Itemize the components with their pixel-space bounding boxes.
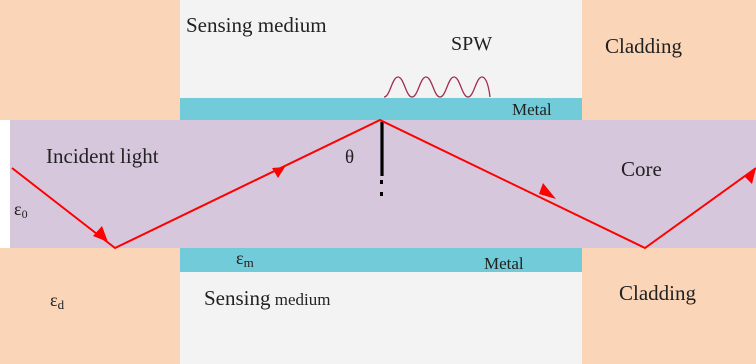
epsilon-m-subscript: m	[244, 255, 254, 270]
epsilon-d-label: εd	[50, 290, 65, 312]
ray-arrowhead-4	[744, 168, 756, 184]
epsilon-zero-label: ε0	[14, 199, 28, 221]
ray-arrowhead-2	[272, 167, 285, 178]
sensing-medium-top-label: Sensing medium	[186, 13, 327, 37]
medium-word: medium	[271, 290, 331, 309]
ray-arrowhead-1	[93, 226, 108, 242]
epsilon-m-label: εm	[236, 248, 254, 270]
metal-layer-bottom	[180, 248, 582, 272]
ray-arrowhead-3	[539, 183, 556, 199]
cladding-left-bottom	[0, 248, 180, 364]
metal-top-label: Metal	[512, 100, 552, 119]
core-label: Core	[621, 157, 662, 181]
epsilon-m-symbol: ε	[236, 248, 244, 268]
epsilon-zero-symbol: ε	[14, 199, 22, 219]
metal-layer-top	[180, 98, 582, 120]
sensing-medium-bottom-label: Sensing medium	[204, 286, 330, 310]
normal-dot-2	[380, 192, 383, 196]
epsilon-d-symbol: ε	[50, 290, 58, 310]
theta-label: θ	[345, 147, 354, 168]
cladding-top-label: Cladding	[605, 34, 682, 58]
sensing-medium-top-region	[180, 0, 582, 98]
cladding-left-top	[0, 0, 180, 120]
spw-label: SPW	[451, 33, 492, 55]
cladding-bottom-label: Cladding	[619, 281, 696, 305]
sensing-medium-bottom-region	[180, 272, 582, 364]
light-ray	[11, 118, 756, 250]
sensing-word: Sensing	[204, 286, 271, 310]
epsilon-zero-subscript: 0	[22, 207, 28, 221]
epsilon-d-subscript: d	[58, 297, 65, 312]
cladding-right-bottom	[582, 248, 756, 364]
cladding-right-top	[582, 0, 756, 120]
incident-light-label: Incident light	[46, 144, 159, 168]
metal-bottom-label: Metal	[484, 254, 524, 273]
normal-dot-1	[380, 180, 383, 184]
spw-wave	[383, 76, 491, 98]
